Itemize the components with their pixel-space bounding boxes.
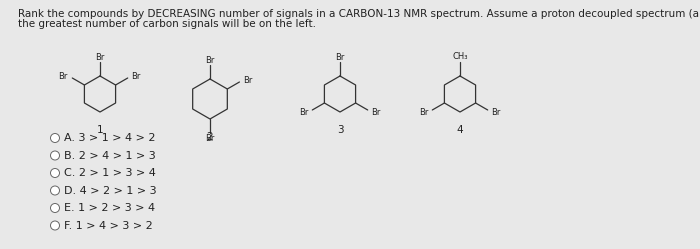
Text: Br: Br bbox=[371, 108, 380, 117]
Text: 3: 3 bbox=[337, 125, 343, 135]
Text: A. 3 > 1 > 4 > 2: A. 3 > 1 > 4 > 2 bbox=[64, 133, 156, 143]
Text: E. 1 > 2 > 3 > 4: E. 1 > 2 > 3 > 4 bbox=[64, 203, 155, 213]
Text: Br: Br bbox=[243, 75, 252, 84]
Circle shape bbox=[50, 169, 60, 178]
Circle shape bbox=[50, 133, 60, 142]
Text: Br: Br bbox=[59, 71, 68, 80]
Text: C. 2 > 1 > 3 > 4: C. 2 > 1 > 3 > 4 bbox=[64, 168, 156, 178]
Text: Rank the compounds by DECREASING number of signals in a CARBON-13 NMR spectrum. : Rank the compounds by DECREASING number … bbox=[18, 9, 700, 19]
Text: 4: 4 bbox=[456, 125, 463, 135]
Text: F. 1 > 4 > 3 > 2: F. 1 > 4 > 3 > 2 bbox=[64, 221, 153, 231]
Text: Br: Br bbox=[335, 53, 344, 62]
Text: Br: Br bbox=[300, 108, 309, 117]
Text: D. 4 > 2 > 1 > 3: D. 4 > 2 > 1 > 3 bbox=[64, 186, 157, 195]
Text: CH₃: CH₃ bbox=[452, 52, 468, 61]
Circle shape bbox=[50, 186, 60, 195]
Text: the greatest number of carbon signals will be on the left.: the greatest number of carbon signals wi… bbox=[18, 19, 316, 29]
Text: B. 2 > 4 > 1 > 3: B. 2 > 4 > 1 > 3 bbox=[64, 150, 156, 161]
Text: Br: Br bbox=[491, 108, 500, 117]
Circle shape bbox=[50, 221, 60, 230]
Text: Br: Br bbox=[205, 56, 215, 64]
Text: Br: Br bbox=[205, 133, 215, 142]
Text: 1: 1 bbox=[97, 125, 104, 135]
Circle shape bbox=[50, 151, 60, 160]
Text: 2: 2 bbox=[206, 132, 214, 142]
Circle shape bbox=[50, 203, 60, 212]
Text: Br: Br bbox=[419, 108, 429, 117]
Text: Br: Br bbox=[95, 53, 105, 62]
Text: Br: Br bbox=[131, 71, 141, 80]
